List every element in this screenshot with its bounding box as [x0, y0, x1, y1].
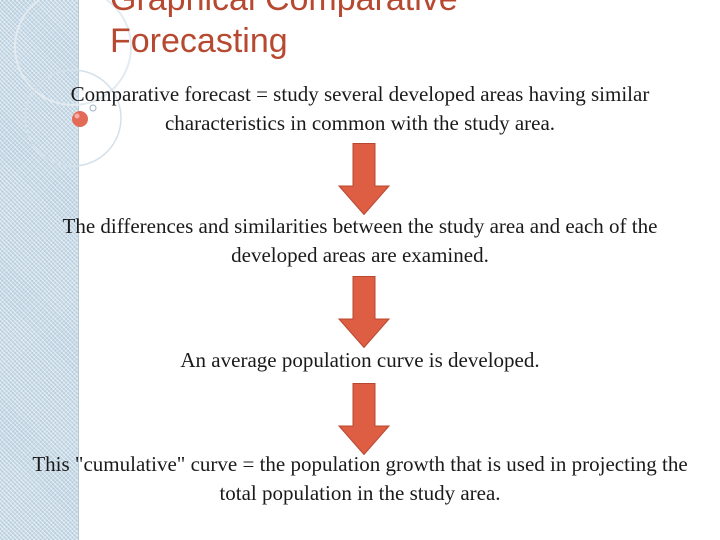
title-line-2: Forecasting — [110, 22, 288, 60]
down-arrow-icon — [338, 143, 390, 215]
down-arrow-icon — [338, 383, 390, 455]
decorative-circles — [14, 0, 132, 167]
step-3-text: An average population curve is developed… — [180, 348, 540, 372]
decorative-sidebar — [0, 0, 79, 540]
title-line-1: Graphical Comparative — [110, 0, 458, 18]
step-4-text: This "cumulative" curve = the population… — [32, 452, 688, 505]
step-2-text: The differences and similarities between… — [62, 214, 658, 267]
slide-title: Graphical Comparative Forecasting — [110, 0, 670, 62]
step-1-text: Comparative forecast = study several dev… — [70, 82, 650, 135]
down-arrow-icon — [338, 276, 390, 348]
sidebar-divider — [78, 0, 79, 540]
